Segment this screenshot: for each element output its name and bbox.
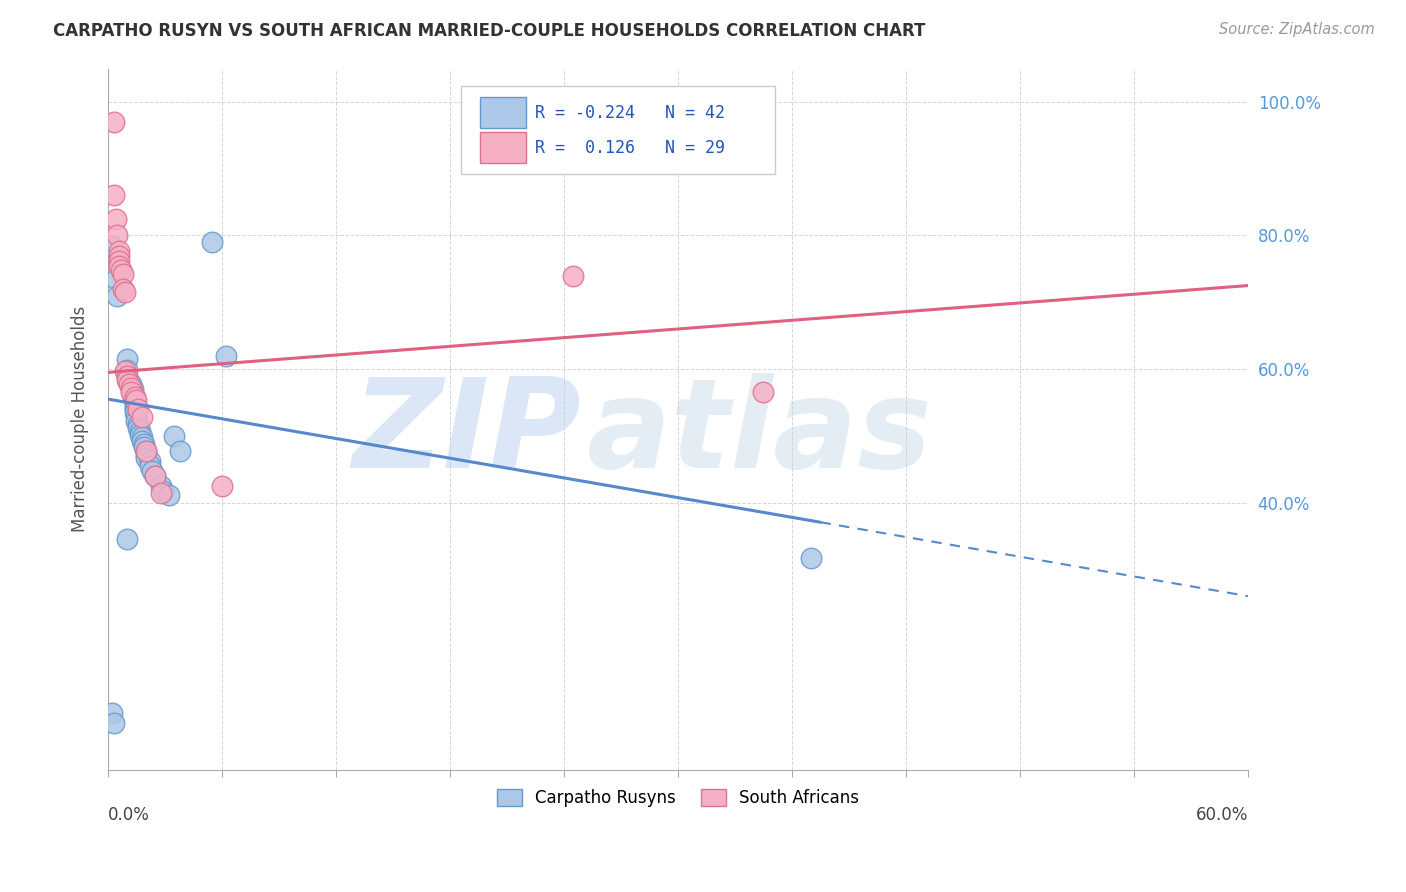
Point: [110, 263, 132, 277]
Point: [103, 716, 125, 731]
Point: [121, 382, 143, 396]
Point: [101, 238, 124, 252]
Point: [131, 434, 153, 448]
Point: [127, 421, 149, 435]
Point: [114, 285, 136, 300]
Y-axis label: Married-couple Households: Married-couple Households: [72, 306, 89, 533]
Text: 60.0%: 60.0%: [1195, 806, 1249, 824]
Point: [104, 211, 127, 226]
Point: [163, 429, 186, 443]
Text: atlas: atlas: [586, 373, 932, 493]
Point: [150, 485, 173, 500]
Point: [121, 391, 143, 405]
Point: [135, 450, 157, 465]
FancyBboxPatch shape: [479, 132, 526, 163]
Point: [118, 377, 141, 392]
Point: [120, 376, 142, 391]
Point: [121, 386, 143, 401]
Point: [562, 268, 585, 283]
Point: [135, 443, 157, 458]
Point: [107, 228, 129, 243]
FancyBboxPatch shape: [479, 97, 526, 128]
Text: R = -0.224   N = 42: R = -0.224 N = 42: [536, 103, 725, 121]
Point: [115, 363, 138, 377]
Text: Source: ZipAtlas.com: Source: ZipAtlas.com: [1219, 22, 1375, 37]
Legend: Carpatho Rusyns, South Africans: Carpatho Rusyns, South Africans: [491, 782, 866, 814]
Point: [132, 437, 155, 451]
Point: [169, 443, 191, 458]
Point: [211, 479, 233, 493]
Point: [108, 244, 131, 258]
Point: [135, 448, 157, 462]
Point: [135, 443, 157, 458]
Point: [124, 390, 146, 404]
Point: [131, 430, 153, 444]
FancyBboxPatch shape: [461, 86, 775, 174]
Point: [145, 469, 167, 483]
Point: [131, 410, 153, 425]
Point: [115, 368, 138, 383]
Point: [108, 259, 131, 273]
Point: [129, 427, 152, 442]
Text: 0.0%: 0.0%: [108, 806, 150, 824]
Point: [112, 267, 135, 281]
Point: [115, 352, 138, 367]
Point: [139, 458, 162, 473]
Point: [150, 479, 173, 493]
Point: [114, 364, 136, 378]
Point: [115, 373, 138, 387]
Point: [120, 385, 142, 400]
Point: [103, 188, 125, 202]
Point: [141, 464, 163, 478]
Point: [107, 288, 129, 302]
Point: [127, 402, 149, 417]
Point: [115, 370, 138, 384]
Point: [800, 551, 823, 566]
Point: [124, 402, 146, 417]
Point: [124, 405, 146, 419]
Point: [124, 394, 146, 409]
Point: [157, 487, 180, 501]
Point: [115, 533, 138, 547]
Point: [129, 424, 152, 438]
Point: [215, 349, 238, 363]
Point: [139, 454, 162, 468]
Point: [101, 706, 124, 720]
Point: [152, 483, 174, 498]
Point: [125, 414, 148, 428]
Text: R =  0.126   N = 29: R = 0.126 N = 29: [536, 139, 725, 157]
Point: [124, 399, 146, 413]
Point: [108, 253, 131, 268]
Point: [104, 272, 127, 286]
Point: [752, 385, 775, 400]
Point: [125, 409, 148, 423]
Point: [201, 235, 224, 249]
Point: [127, 417, 149, 432]
Point: [145, 469, 167, 483]
Point: [120, 381, 142, 395]
Point: [132, 440, 155, 454]
Point: [125, 393, 148, 408]
Text: ZIP: ZIP: [353, 373, 581, 493]
Point: [103, 115, 125, 129]
Text: CARPATHO RUSYN VS SOUTH AFRICAN MARRIED-COUPLE HOUSEHOLDS CORRELATION CHART: CARPATHO RUSYN VS SOUTH AFRICAN MARRIED-…: [53, 22, 925, 40]
Point: [112, 282, 135, 296]
Point: [108, 248, 131, 262]
